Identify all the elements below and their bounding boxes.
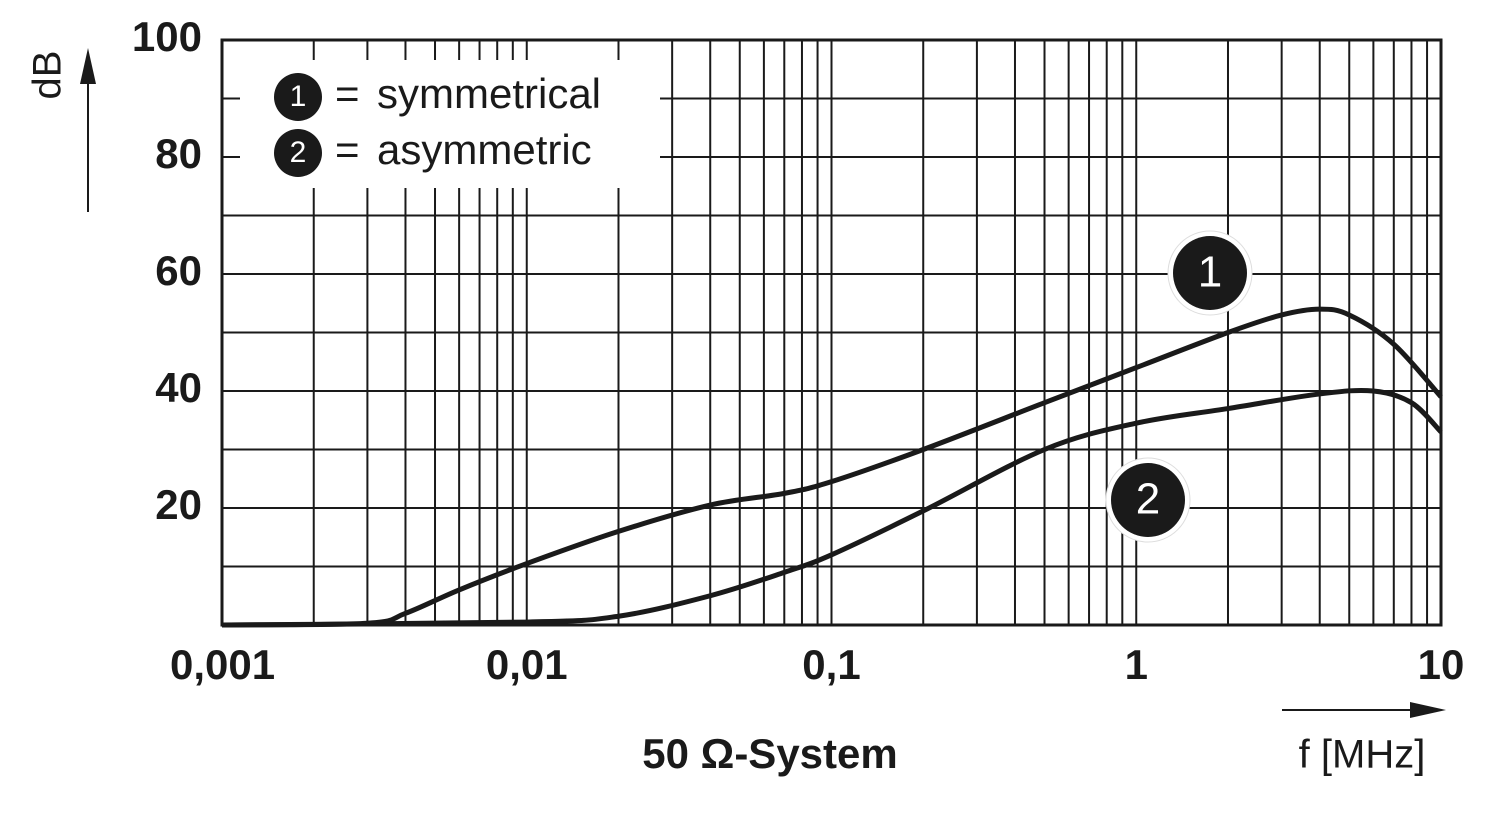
- curve-marker-label: 1: [1198, 248, 1222, 297]
- y-tick-label: 60: [155, 247, 202, 294]
- labels: 0,001 0,01 0,1 1 10 20 40 60 80 100 1 2: [132, 13, 1464, 688]
- x-tick-label: 0,1: [802, 641, 860, 688]
- y-axis-label: dB: [26, 51, 70, 100]
- curve: [221, 387, 1443, 628]
- curves: [221, 306, 1443, 628]
- curve-marker: [1111, 463, 1185, 537]
- legend-label: asymmetric: [377, 126, 592, 173]
- y-arrow-head: [80, 48, 96, 84]
- y-tick-label: 40: [155, 364, 202, 411]
- legend-marker-label: 2: [290, 136, 307, 169]
- legend-label: symmetrical: [377, 70, 601, 117]
- legend-equals: =: [335, 126, 360, 173]
- y-tick-label: 80: [155, 130, 202, 177]
- y-tick-label: 20: [155, 481, 202, 528]
- curve-marker: [1173, 236, 1247, 310]
- legend-marker: [274, 73, 322, 121]
- x-tick-label: 0,001: [170, 641, 275, 688]
- x-tick-label: 0,01: [486, 641, 568, 688]
- y-tick-label: 100: [132, 13, 202, 60]
- subtitle: 50 Ω-System: [642, 730, 897, 777]
- legend-marker-label: 1: [290, 80, 307, 113]
- legend-marker: [274, 129, 322, 177]
- legend-equals: =: [335, 70, 360, 117]
- x-tick-label: 10: [1418, 641, 1465, 688]
- x-axis-label: f [MHz]: [1299, 733, 1426, 777]
- plot-frame: [220, 38, 1443, 627]
- curve: [221, 306, 1443, 628]
- x-tick-label: 1: [1125, 641, 1148, 688]
- x-arrow-head: [1410, 702, 1446, 718]
- curve-marker-label: 2: [1136, 475, 1160, 524]
- legend: 1 = symmetrical 2 = asymmetric: [274, 70, 601, 177]
